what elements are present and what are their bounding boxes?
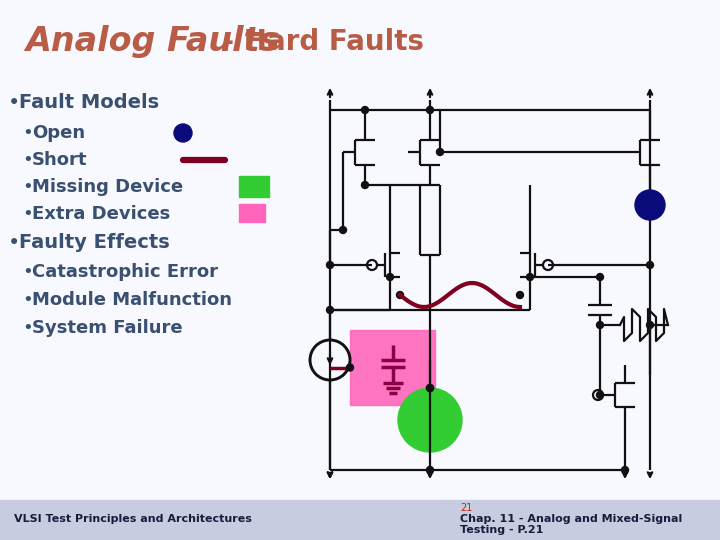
Text: Extra Devices: Extra Devices [32,205,170,223]
Circle shape [174,124,192,142]
Text: Chap. 11 - Analog and Mixed-Signal: Chap. 11 - Analog and Mixed-Signal [460,514,683,524]
Circle shape [326,307,333,314]
Bar [0,500,720,540]
Circle shape [647,261,654,268]
Circle shape [326,261,333,268]
Circle shape [361,181,369,188]
Text: Analog Faults: Analog Faults [25,25,279,58]
Text: •: • [22,151,32,169]
Bar [239,176,269,197]
Circle shape [647,321,654,328]
Circle shape [516,292,523,299]
Text: Faulty Effects: Faulty Effects [19,233,170,253]
Circle shape [426,106,433,113]
Circle shape [398,388,462,452]
Text: Short: Short [32,151,88,169]
Text: •: • [22,178,32,196]
Circle shape [621,467,629,474]
Text: Testing - P.21: Testing - P.21 [460,525,544,535]
Circle shape [387,273,394,280]
Circle shape [596,392,603,399]
Circle shape [397,292,403,299]
Circle shape [436,148,444,156]
Text: 21: 21 [460,503,472,513]
Circle shape [340,226,346,233]
Text: Catastrophic Error: Catastrophic Error [32,263,218,281]
Bar [239,204,265,222]
Text: •: • [22,205,32,223]
Text: •: • [22,263,32,281]
Circle shape [526,273,534,280]
Circle shape [361,106,369,113]
Circle shape [596,273,603,280]
Circle shape [426,384,433,391]
Text: Open: Open [32,124,85,142]
Text: Fault Models: Fault Models [19,93,159,112]
Text: System Failure: System Failure [32,319,183,337]
Bar [350,330,435,405]
Text: Module Malfunction: Module Malfunction [32,291,232,309]
Text: VLSI Test Principles and Architectures: VLSI Test Principles and Architectures [14,514,252,524]
Text: •: • [8,233,20,253]
Circle shape [596,321,603,328]
Text: •: • [22,124,32,142]
Text: •: • [22,319,32,337]
Circle shape [426,467,433,474]
Text: - Hard Faults: - Hard Faults [213,28,424,56]
Circle shape [635,190,665,220]
Text: •: • [8,93,20,113]
Circle shape [346,364,354,371]
Text: Missing Device: Missing Device [32,178,183,196]
Circle shape [426,384,433,391]
Text: •: • [22,291,32,309]
